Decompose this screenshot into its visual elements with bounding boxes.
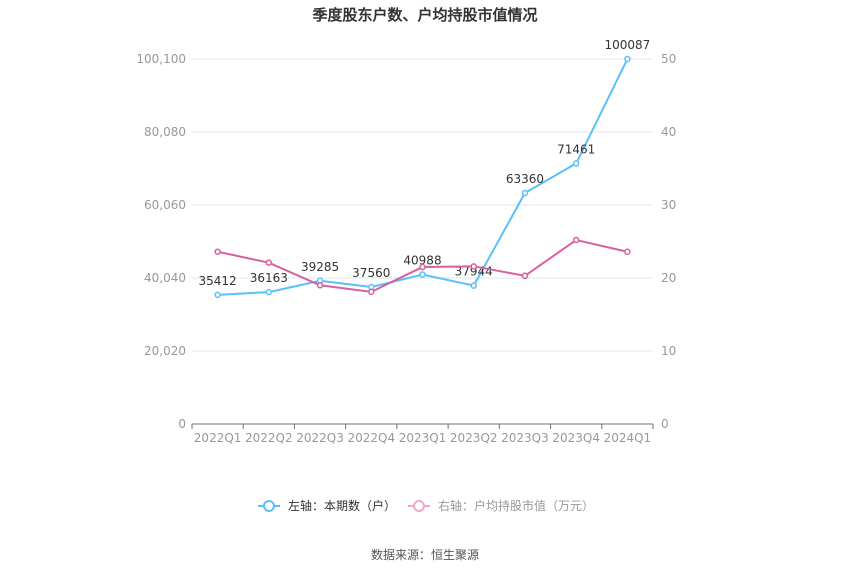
left-tick-label: 20,020 — [144, 344, 186, 358]
chart-title: 季度股东户数、户均持股市值情况 — [312, 6, 537, 24]
data-label: 63360 — [506, 172, 544, 186]
data-label: 37560 — [352, 266, 390, 280]
legend-marker-icon — [413, 500, 425, 512]
data-point — [521, 189, 529, 197]
left-tick-label: 100,100 — [136, 52, 186, 66]
legend-label: 左轴：本期数（户） — [288, 498, 396, 513]
right-tick-label: 0 — [661, 417, 669, 431]
left-tick-label: 60,060 — [144, 198, 186, 212]
x-tick-label: 2023Q2 — [450, 431, 498, 445]
legend-label: 右轴：户均持股市值（万元） — [438, 498, 594, 513]
x-tick-label: 2022Q3 — [296, 431, 344, 445]
data-label: 71461 — [557, 142, 595, 156]
right-tick-label: 30 — [661, 198, 676, 212]
x-tick-label: 2024Q1 — [604, 431, 652, 445]
data-point — [265, 259, 273, 266]
left-tick-label: 80,080 — [144, 125, 186, 139]
data-point — [214, 248, 221, 255]
x-tick-label: 2022Q2 — [245, 431, 293, 445]
right-tick-label: 10 — [661, 344, 676, 358]
right-tick-label: 40 — [661, 125, 676, 139]
data-point — [419, 271, 426, 278]
legend-marker-icon — [263, 500, 275, 512]
x-tick-label: 2023Q1 — [399, 431, 447, 445]
data-point — [470, 263, 477, 270]
data-point — [572, 160, 580, 167]
data-label: 100087 — [604, 38, 650, 52]
data-point — [368, 288, 375, 296]
data-point — [470, 282, 477, 289]
data-point — [214, 291, 221, 299]
data-point — [572, 236, 580, 244]
data-label: 35412 — [199, 274, 237, 288]
data-point — [419, 263, 426, 271]
x-tick-label: 2022Q4 — [347, 431, 395, 445]
x-tick-label: 2022Q1 — [194, 431, 242, 445]
right-tick-label: 50 — [661, 52, 676, 66]
data-label: 36163 — [250, 271, 288, 285]
data-point — [624, 248, 631, 255]
data-label: 40988 — [403, 254, 441, 268]
data-point — [316, 282, 324, 289]
data-point — [521, 272, 529, 280]
x-tick-label: 2023Q4 — [552, 431, 600, 445]
data-point — [265, 288, 273, 296]
right-tick-label: 20 — [661, 271, 676, 285]
left-tick-label: 0 — [178, 417, 186, 431]
data-label: 39285 — [301, 260, 339, 274]
left-tick-label: 40,040 — [144, 271, 186, 285]
data-point — [624, 55, 631, 63]
x-tick-label: 2023Q3 — [501, 431, 549, 445]
source-note: 数据来源：恒生聚源 — [371, 547, 479, 562]
